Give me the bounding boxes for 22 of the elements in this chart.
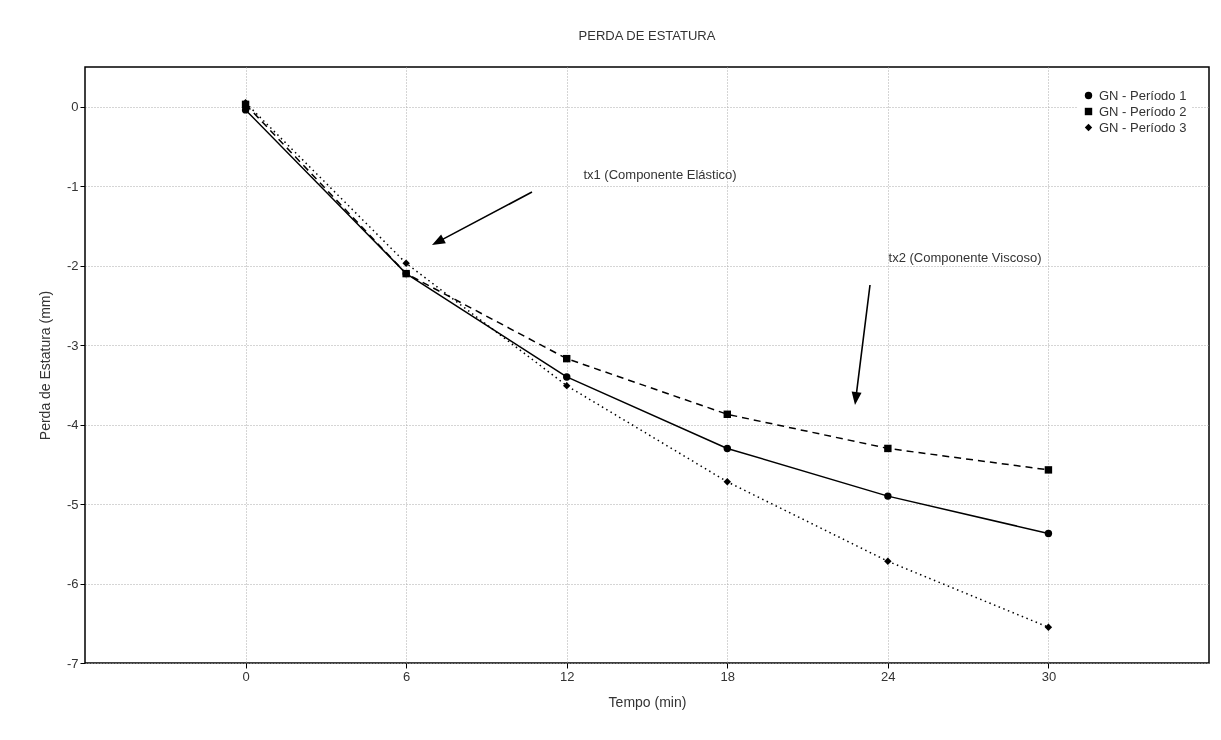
annotation: tx2 (Componente Viscoso) (888, 250, 1042, 265)
y-tick-label: -4 (66, 417, 79, 433)
y-tick-label: -7 (66, 655, 79, 671)
y-tick-label: 0 (71, 99, 79, 115)
x-tick-label: 18 (720, 668, 736, 684)
y-tick-label: -2 (66, 258, 79, 274)
annotation: tx1 (Componente Elástico) (583, 167, 737, 182)
y-tick-label: -1 (66, 178, 79, 194)
y-tick-label: -3 (66, 337, 79, 353)
chart-title: PERDA DE ESTATURA (578, 28, 716, 43)
x-tick-label: 12 (559, 668, 575, 684)
x-tick-label: 24 (881, 668, 896, 684)
y-axis-title: Perda de Estatura (mm) (36, 290, 53, 441)
legend-label: GN - Período 3 (1099, 119, 1187, 135)
x-tick-label: 6 (403, 668, 411, 684)
x-axis-title: Tempo (min) (608, 693, 687, 710)
legend-label: GN - Período 1 (1099, 87, 1187, 103)
x-tick-label: 30 (1041, 668, 1057, 684)
x-tick-label: 0 (242, 668, 250, 684)
y-tick-label: -5 (66, 496, 79, 512)
legend-label: GN - Período 2 (1099, 103, 1187, 119)
y-tick-label: -6 (66, 576, 79, 592)
